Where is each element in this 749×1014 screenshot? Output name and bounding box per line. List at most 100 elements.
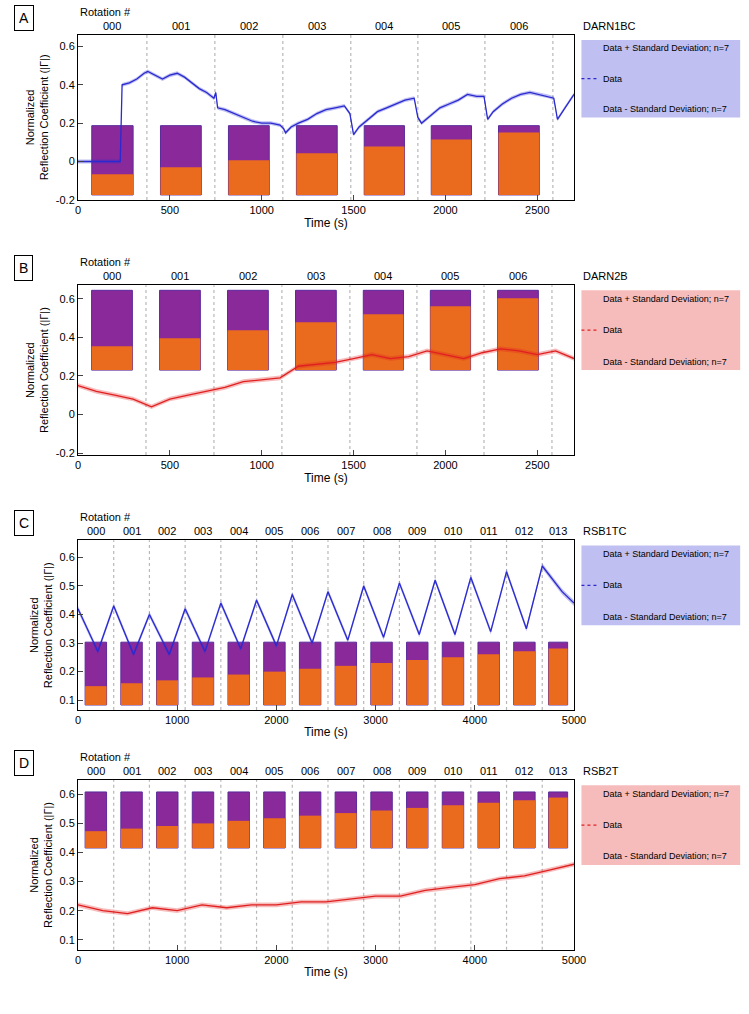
svg-text:2000: 2000	[264, 714, 288, 726]
svg-text:NormalizedReflection Coefficie: NormalizedReflection Coefficient (|Γ|)	[24, 54, 50, 180]
svg-text:1500: 1500	[341, 459, 365, 471]
svg-text:500: 500	[161, 204, 179, 216]
svg-text:-0.2: -0.2	[56, 447, 75, 459]
svg-text:011: 011	[480, 765, 498, 777]
svg-text:0: 0	[75, 459, 81, 471]
svg-text:0.6: 0.6	[60, 293, 75, 305]
svg-text:012: 012	[515, 525, 533, 537]
svg-text:0: 0	[69, 408, 75, 420]
svg-text:007: 007	[337, 765, 355, 777]
svg-text:001: 001	[123, 525, 141, 537]
svg-text:2000: 2000	[433, 459, 457, 471]
svg-text:DARN2B: DARN2B	[583, 270, 628, 282]
svg-text:0.6: 0.6	[60, 551, 75, 563]
svg-text:004: 004	[375, 20, 393, 32]
svg-text:1000: 1000	[249, 459, 273, 471]
svg-text:013: 013	[549, 525, 567, 537]
svg-text:006: 006	[510, 20, 528, 32]
svg-text:010: 010	[444, 525, 462, 537]
svg-text:C: C	[19, 515, 29, 531]
svg-text:005: 005	[442, 20, 460, 32]
svg-text:0.2: 0.2	[60, 117, 75, 129]
svg-text:0.3: 0.3	[60, 637, 75, 649]
svg-text:001: 001	[171, 270, 189, 282]
svg-text:002: 002	[158, 765, 176, 777]
svg-text:Data + Standard Deviation; n=7: Data + Standard Deviation; n=7	[603, 43, 729, 53]
svg-text:002: 002	[240, 20, 258, 32]
svg-text:004: 004	[230, 765, 248, 777]
svg-text:2000: 2000	[264, 954, 288, 966]
svg-text:002: 002	[239, 270, 257, 282]
svg-text:D: D	[19, 755, 29, 771]
svg-text:003: 003	[307, 270, 325, 282]
svg-text:2000: 2000	[433, 204, 457, 216]
svg-text:-0.2: -0.2	[56, 194, 75, 206]
svg-text:000: 000	[103, 270, 121, 282]
svg-text:4000: 4000	[463, 954, 487, 966]
svg-text:Data - Standard Deviation; n=7: Data - Standard Deviation; n=7	[603, 104, 727, 114]
svg-text:006: 006	[301, 765, 319, 777]
svg-text:000: 000	[103, 20, 121, 32]
svg-text:005: 005	[265, 765, 283, 777]
svg-text:Data: Data	[603, 820, 622, 830]
svg-text:011: 011	[480, 525, 498, 537]
svg-text:005: 005	[265, 525, 283, 537]
svg-text:B: B	[19, 260, 28, 276]
svg-text:NormalizedReflection Coefficie: NormalizedReflection Coefficient (|Γ|)	[28, 802, 54, 928]
svg-text:5000: 5000	[562, 954, 586, 966]
svg-text:Rotation #: Rotation #	[80, 751, 131, 763]
svg-text:0.1: 0.1	[60, 694, 75, 706]
svg-text:013: 013	[549, 765, 567, 777]
svg-text:010: 010	[444, 765, 462, 777]
svg-text:0.4: 0.4	[60, 608, 75, 620]
svg-text:3000: 3000	[363, 954, 387, 966]
svg-text:0.2: 0.2	[60, 904, 75, 916]
svg-text:0.3: 0.3	[60, 875, 75, 887]
svg-text:007: 007	[337, 525, 355, 537]
svg-text:0: 0	[75, 714, 81, 726]
svg-text:0.4: 0.4	[60, 79, 75, 91]
svg-text:5000: 5000	[562, 714, 586, 726]
svg-text:003: 003	[194, 765, 212, 777]
svg-text:3000: 3000	[363, 714, 387, 726]
svg-text:0.6: 0.6	[60, 788, 75, 800]
svg-text:0: 0	[75, 204, 81, 216]
svg-text:Data: Data	[603, 74, 622, 84]
svg-text:RSB1TC: RSB1TC	[583, 525, 626, 537]
svg-text:009: 009	[408, 525, 426, 537]
svg-text:0.2: 0.2	[60, 665, 75, 677]
svg-text:1500: 1500	[341, 204, 365, 216]
svg-text:Data - Standard Deviation; n=7: Data - Standard Deviation; n=7	[603, 612, 727, 622]
svg-text:NormalizedReflection Coefficie: NormalizedReflection Coefficient (|Γ|)	[28, 562, 54, 688]
svg-text:Data + Standard Deviation; n=7: Data + Standard Deviation; n=7	[603, 789, 729, 799]
svg-text:1000: 1000	[165, 714, 189, 726]
svg-text:Data + Standard Deviation; n=7: Data + Standard Deviation; n=7	[603, 549, 729, 559]
svg-text:Rotation #: Rotation #	[80, 256, 131, 268]
svg-text:0.4: 0.4	[60, 846, 75, 858]
svg-text:1000: 1000	[165, 954, 189, 966]
svg-text:Rotation #: Rotation #	[80, 511, 131, 523]
svg-text:Time (s): Time (s)	[304, 216, 348, 230]
svg-text:500: 500	[161, 459, 179, 471]
svg-text:0: 0	[69, 155, 75, 167]
svg-text:2500: 2500	[525, 459, 549, 471]
svg-text:Rotation #: Rotation #	[80, 6, 131, 18]
svg-text:0.5: 0.5	[60, 580, 75, 592]
svg-text:0.5: 0.5	[60, 817, 75, 829]
svg-text:Time (s): Time (s)	[304, 725, 348, 739]
svg-text:008: 008	[373, 525, 391, 537]
svg-text:DARN1BC: DARN1BC	[583, 20, 636, 32]
svg-text:4000: 4000	[463, 714, 487, 726]
svg-text:0.2: 0.2	[60, 370, 75, 382]
svg-text:Data: Data	[603, 325, 622, 335]
svg-text:0: 0	[75, 954, 81, 966]
svg-text:2500: 2500	[525, 204, 549, 216]
svg-text:009: 009	[408, 765, 426, 777]
svg-text:000: 000	[87, 765, 105, 777]
svg-text:004: 004	[230, 525, 248, 537]
svg-text:001: 001	[172, 20, 190, 32]
svg-text:012: 012	[515, 765, 533, 777]
svg-text:NormalizedReflection Coefficie: NormalizedReflection Coefficient (|Γ|)	[24, 307, 50, 433]
svg-text:000: 000	[87, 525, 105, 537]
svg-text:005: 005	[441, 270, 459, 282]
